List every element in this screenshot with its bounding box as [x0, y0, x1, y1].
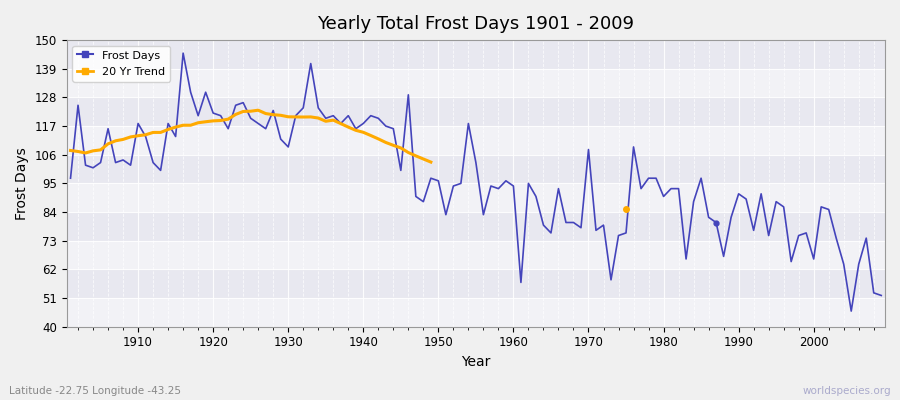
Bar	[67, 270, 885, 298]
Bar	[67, 212, 885, 241]
Text: Latitude -22.75 Longitude -43.25: Latitude -22.75 Longitude -43.25	[9, 386, 181, 396]
Bar	[67, 98, 885, 126]
Bar	[67, 126, 885, 155]
Bar	[67, 184, 885, 212]
Bar	[67, 241, 885, 270]
Legend: Frost Days, 20 Yr Trend: Frost Days, 20 Yr Trend	[72, 46, 170, 82]
Text: worldspecies.org: worldspecies.org	[803, 386, 891, 396]
Title: Yearly Total Frost Days 1901 - 2009: Yearly Total Frost Days 1901 - 2009	[318, 15, 634, 33]
Y-axis label: Frost Days: Frost Days	[15, 147, 29, 220]
Bar	[67, 155, 885, 184]
X-axis label: Year: Year	[461, 355, 491, 369]
Bar	[67, 298, 885, 327]
Bar	[67, 69, 885, 98]
Bar	[67, 40, 885, 69]
